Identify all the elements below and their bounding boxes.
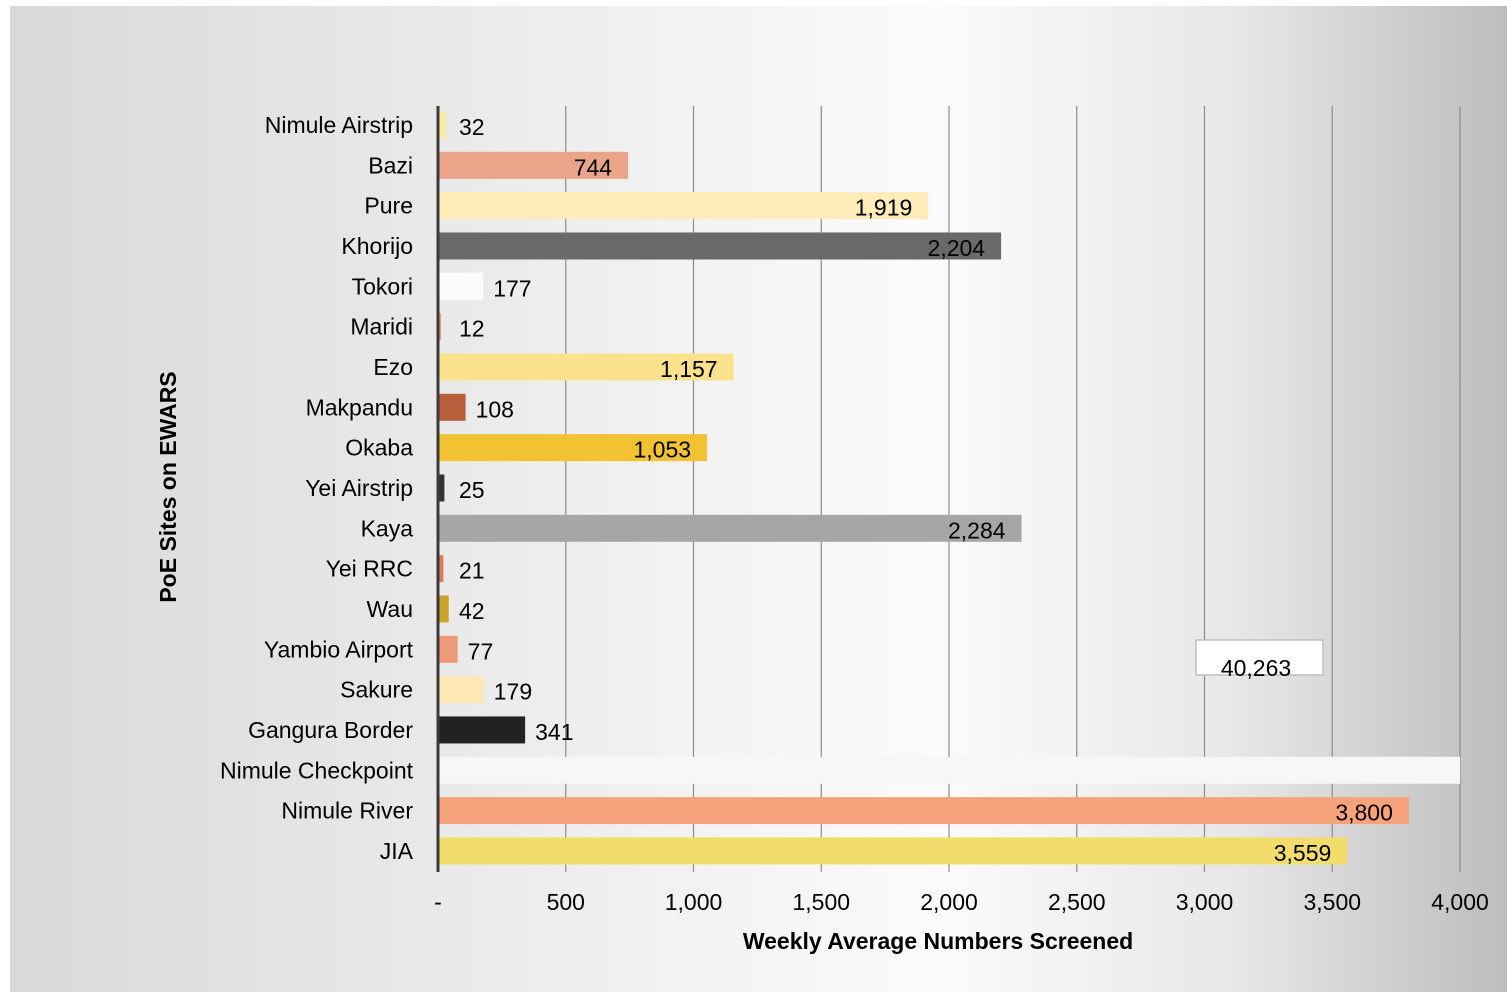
category-label-jia: JIA (380, 838, 414, 864)
data-label-nimule-river: 3,800 (1335, 800, 1393, 826)
category-label-yei-airstrip: Yei Airstrip (305, 475, 413, 501)
category-label-okaba: Okaba (345, 435, 413, 461)
bar-maridi (438, 313, 442, 341)
x-tick-label: - (434, 889, 442, 915)
category-label-khorijo: Khorijo (341, 233, 413, 259)
category-label-bazi: Bazi (368, 152, 413, 178)
data-label-tokori: 177 (493, 275, 531, 301)
bar-bazi (438, 151, 629, 179)
bar-sakure (438, 676, 484, 704)
category-label-gangura-border: Gangura Border (248, 717, 413, 743)
x-tick-label: 500 (547, 889, 585, 915)
x-tick-label: 4,000 (1431, 889, 1489, 915)
x-tick-label: 1,000 (665, 889, 723, 915)
chart-area: - 500 1,000 1,500 2,000 2,500 3,000 3,500 4,000 N… (10, 6, 1507, 992)
x-tick-label: 3,000 (1176, 889, 1234, 915)
category-label-wau: Wau (367, 596, 413, 622)
category-label-kaya: Kaya (361, 515, 414, 541)
bar-chart: - 500 1,000 1,500 2,000 2,500 3,000 3,500 4,000 N… (155, 106, 1489, 954)
category-label-nimule-airstrip: Nimule Airstrip (265, 112, 413, 138)
bar-kaya (438, 514, 1022, 542)
category-label-tokori: Tokori (352, 273, 413, 299)
data-label-jia: 3,559 (1274, 840, 1332, 866)
bar-nimule-river (438, 797, 1409, 825)
bar-ezo (438, 353, 734, 381)
data-label-maridi: 12 (459, 316, 485, 342)
data-label-bazi: 744 (574, 154, 613, 180)
data-label-kaya: 2,284 (948, 517, 1006, 543)
data-label-nimule-airstrip: 32 (459, 114, 485, 140)
category-label-maridi: Maridi (350, 314, 413, 340)
bar-wau (438, 595, 449, 623)
callout-box: 40,263 (1195, 639, 1324, 681)
category-label-makpandu: Makpandu (306, 394, 413, 420)
callout-rect (1195, 639, 1324, 676)
data-label-yei-rrc: 21 (459, 558, 485, 584)
x-axis-title: Weekly Average Numbers Screened (743, 928, 1133, 954)
bar-jia (438, 837, 1348, 865)
callout-label: 40,263 (1221, 655, 1291, 681)
bar-yei-airstrip (438, 474, 445, 502)
bar-yei-rrc (438, 555, 444, 583)
data-label-gangura-border: 341 (535, 719, 573, 745)
bars (438, 111, 1460, 865)
data-label-sakure: 179 (494, 679, 532, 705)
x-tick-label: 2,500 (1048, 889, 1106, 915)
labels: - 500 1,000 1,500 2,000 2,500 3,000 3,500 4,000 N… (220, 112, 1489, 915)
data-label-wau: 42 (459, 598, 485, 624)
bar-yambio-airport (438, 635, 458, 663)
category-label-pure: Pure (364, 193, 413, 219)
x-tick-label: 3,500 (1303, 889, 1361, 915)
data-label-yambio-airport: 77 (468, 638, 494, 664)
data-label-makpandu: 108 (476, 396, 514, 422)
y-axis-title: PoE Sites on EWARS (155, 371, 181, 602)
category-label-ezo: Ezo (373, 354, 413, 380)
data-label-pure: 1,919 (855, 195, 913, 221)
bar-nimule-airstrip (438, 111, 447, 139)
data-label-ezo: 1,157 (660, 356, 718, 382)
bar-tokori (438, 272, 484, 300)
bar-nimule-checkpoint (438, 756, 1460, 784)
x-tick-label: 2,000 (920, 889, 978, 915)
category-label-nimule-river: Nimule River (281, 798, 413, 824)
bar-gangura-border (438, 716, 526, 744)
data-label-yei-airstrip: 25 (459, 477, 485, 503)
bar-khorijo (438, 232, 1002, 260)
category-label-sakure: Sakure (340, 677, 413, 703)
bar-pure (438, 192, 929, 220)
bar-okaba (438, 434, 708, 462)
data-label-okaba: 1,053 (633, 437, 691, 463)
category-label-yambio-airport: Yambio Airport (264, 636, 414, 662)
category-label-nimule-checkpoint: Nimule Checkpoint (220, 757, 414, 783)
x-tick-label: 1,500 (792, 889, 850, 915)
data-label-khorijo: 2,204 (928, 235, 986, 261)
category-label-yei-rrc: Yei RRC (326, 556, 413, 582)
bar-makpandu (438, 393, 466, 421)
